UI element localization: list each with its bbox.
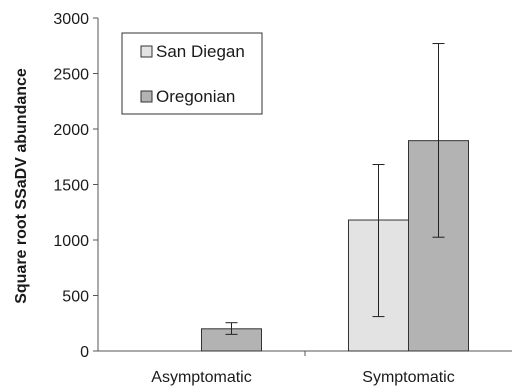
y-tick-label: 2500: [53, 67, 89, 84]
legend-label-san-diegan: San Diegan: [156, 42, 245, 61]
legend-label-oregonian: Oregonian: [156, 87, 235, 106]
y-tick-label: 1000: [53, 233, 89, 250]
legend: San Diegan Oregonian: [121, 32, 263, 115]
error-bars: [225, 43, 445, 335]
y-tick-label: 500: [62, 289, 89, 306]
y-tick-labels: 0 500 1000 1500 2000 2500 3000: [53, 11, 89, 361]
y-tick-label: 3000: [53, 11, 89, 28]
y-axis-title: Square root SSaDV abundance: [13, 68, 30, 304]
category-label-asymptomatic: Asymptomatic: [151, 369, 251, 386]
y-tick-label: 1500: [53, 178, 89, 195]
category-labels: Asymptomatic Symptomatic: [151, 369, 454, 386]
legend-swatch-san-diegan: [140, 45, 153, 58]
category-label-symptomatic: Symptomatic: [362, 369, 454, 386]
legend-swatch-oregonian: [140, 90, 153, 103]
bars: [201, 140, 469, 352]
y-tick-label: 2000: [53, 122, 89, 139]
y-tick-label: 0: [80, 344, 89, 361]
